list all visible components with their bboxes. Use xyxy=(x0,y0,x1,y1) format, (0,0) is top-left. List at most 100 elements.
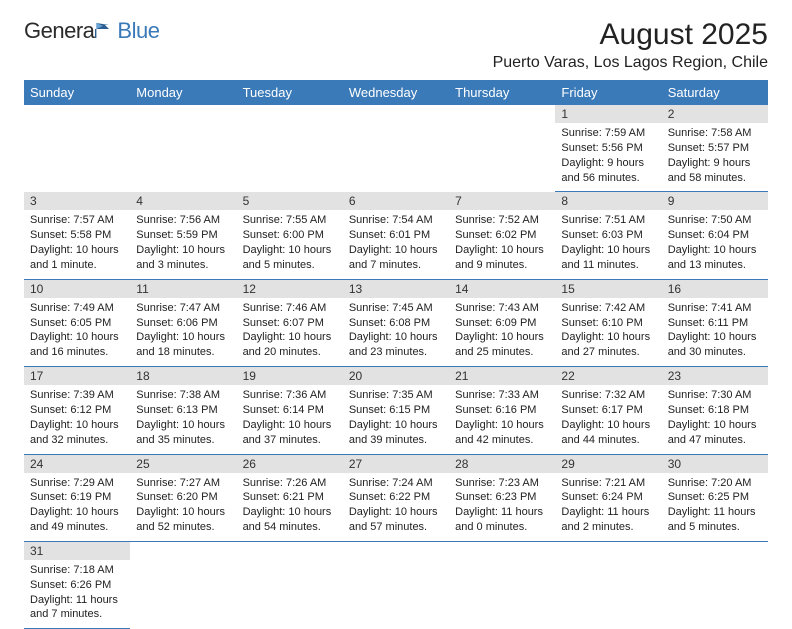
day-detail-cell: Sunrise: 7:45 AMSunset: 6:08 PMDaylight:… xyxy=(343,298,449,367)
daylight-text: Daylight: 11 hours and 7 minutes. xyxy=(30,593,124,623)
day-number-cell: 10 xyxy=(24,279,130,298)
sunrise-text: Sunrise: 7:18 AM xyxy=(30,563,124,578)
detail-row: Sunrise: 7:59 AMSunset: 5:56 PMDaylight:… xyxy=(24,123,768,192)
day-detail-cell: Sunrise: 7:43 AMSunset: 6:09 PMDaylight:… xyxy=(449,298,555,367)
day-detail-cell: Sunrise: 7:30 AMSunset: 6:18 PMDaylight:… xyxy=(662,385,768,454)
sunset-text: Sunset: 6:03 PM xyxy=(561,228,655,243)
day-number-cell: 5 xyxy=(237,192,343,211)
day-number-cell: 22 xyxy=(555,367,661,386)
sunrise-text: Sunrise: 7:33 AM xyxy=(455,388,549,403)
sunrise-text: Sunrise: 7:57 AM xyxy=(30,213,124,228)
sunrise-text: Sunrise: 7:52 AM xyxy=(455,213,549,228)
daylight-text: Daylight: 10 hours and 30 minutes. xyxy=(668,330,762,360)
day-number-cell: 16 xyxy=(662,279,768,298)
daylight-text: Daylight: 10 hours and 47 minutes. xyxy=(668,418,762,448)
sunrise-text: Sunrise: 7:23 AM xyxy=(455,476,549,491)
sunset-text: Sunset: 6:19 PM xyxy=(30,490,124,505)
sunrise-text: Sunrise: 7:56 AM xyxy=(136,213,230,228)
day-detail-cell: Sunrise: 7:47 AMSunset: 6:06 PMDaylight:… xyxy=(130,298,236,367)
day-detail-cell: Sunrise: 7:59 AMSunset: 5:56 PMDaylight:… xyxy=(555,123,661,192)
day-number-cell: 15 xyxy=(555,279,661,298)
weekday-header: Wednesday xyxy=(343,80,449,105)
day-detail-cell: Sunrise: 7:57 AMSunset: 5:58 PMDaylight:… xyxy=(24,210,130,279)
day-detail-cell: Sunrise: 7:24 AMSunset: 6:22 PMDaylight:… xyxy=(343,473,449,542)
sunrise-text: Sunrise: 7:27 AM xyxy=(136,476,230,491)
day-detail-cell: Sunrise: 7:23 AMSunset: 6:23 PMDaylight:… xyxy=(449,473,555,542)
weekday-header-row: Sunday Monday Tuesday Wednesday Thursday… xyxy=(24,80,768,105)
weekday-header: Tuesday xyxy=(237,80,343,105)
day-number-cell: 2 xyxy=(662,105,768,123)
daylight-text: Daylight: 10 hours and 32 minutes. xyxy=(30,418,124,448)
daynum-row: 3456789 xyxy=(24,192,768,211)
daylight-text: Daylight: 9 hours and 58 minutes. xyxy=(668,156,762,186)
day-detail-cell xyxy=(555,560,661,629)
daylight-text: Daylight: 10 hours and 25 minutes. xyxy=(455,330,549,360)
day-number-cell: 11 xyxy=(130,279,236,298)
daylight-text: Daylight: 10 hours and 3 minutes. xyxy=(136,243,230,273)
day-number-cell xyxy=(662,541,768,560)
daylight-text: Daylight: 10 hours and 9 minutes. xyxy=(455,243,549,273)
sunset-text: Sunset: 6:06 PM xyxy=(136,316,230,331)
day-number-cell: 19 xyxy=(237,367,343,386)
day-number-cell: 21 xyxy=(449,367,555,386)
day-number-cell: 18 xyxy=(130,367,236,386)
day-number-cell: 1 xyxy=(555,105,661,123)
header: Genera Blue August 2025 Puerto Varas, Lo… xyxy=(24,18,768,72)
sunset-text: Sunset: 6:02 PM xyxy=(455,228,549,243)
sunset-text: Sunset: 6:18 PM xyxy=(668,403,762,418)
day-detail-cell xyxy=(662,560,768,629)
calendar-body: 12Sunrise: 7:59 AMSunset: 5:56 PMDayligh… xyxy=(24,105,768,629)
daylight-text: Daylight: 10 hours and 44 minutes. xyxy=(561,418,655,448)
weekday-header: Friday xyxy=(555,80,661,105)
sunset-text: Sunset: 6:17 PM xyxy=(561,403,655,418)
sunrise-text: Sunrise: 7:46 AM xyxy=(243,301,337,316)
day-detail-cell: Sunrise: 7:26 AMSunset: 6:21 PMDaylight:… xyxy=(237,473,343,542)
day-number-cell: 27 xyxy=(343,454,449,473)
day-detail-cell xyxy=(130,560,236,629)
daylight-text: Daylight: 10 hours and 20 minutes. xyxy=(243,330,337,360)
daylight-text: Daylight: 10 hours and 18 minutes. xyxy=(136,330,230,360)
day-detail-cell: Sunrise: 7:52 AMSunset: 6:02 PMDaylight:… xyxy=(449,210,555,279)
sunrise-text: Sunrise: 7:39 AM xyxy=(30,388,124,403)
day-number-cell: 8 xyxy=(555,192,661,211)
daylight-text: Daylight: 10 hours and 13 minutes. xyxy=(668,243,762,273)
sunrise-text: Sunrise: 7:59 AM xyxy=(561,126,655,141)
day-number-cell xyxy=(449,541,555,560)
sunrise-text: Sunrise: 7:21 AM xyxy=(561,476,655,491)
sunrise-text: Sunrise: 7:42 AM xyxy=(561,301,655,316)
sunset-text: Sunset: 6:11 PM xyxy=(668,316,762,331)
day-number-cell: 13 xyxy=(343,279,449,298)
daylight-text: Daylight: 9 hours and 56 minutes. xyxy=(561,156,655,186)
day-detail-cell: Sunrise: 7:33 AMSunset: 6:16 PMDaylight:… xyxy=(449,385,555,454)
month-title: August 2025 xyxy=(493,18,768,52)
title-block: August 2025 Puerto Varas, Los Lagos Regi… xyxy=(493,18,768,72)
day-detail-cell: Sunrise: 7:32 AMSunset: 6:17 PMDaylight:… xyxy=(555,385,661,454)
sunrise-text: Sunrise: 7:36 AM xyxy=(243,388,337,403)
sunset-text: Sunset: 6:23 PM xyxy=(455,490,549,505)
sunset-text: Sunset: 6:15 PM xyxy=(349,403,443,418)
day-detail-cell: Sunrise: 7:18 AMSunset: 6:26 PMDaylight:… xyxy=(24,560,130,629)
sunset-text: Sunset: 6:20 PM xyxy=(136,490,230,505)
daynum-row: 17181920212223 xyxy=(24,367,768,386)
detail-row: Sunrise: 7:49 AMSunset: 6:05 PMDaylight:… xyxy=(24,298,768,367)
day-number-cell: 12 xyxy=(237,279,343,298)
daylight-text: Daylight: 10 hours and 49 minutes. xyxy=(30,505,124,535)
sunset-text: Sunset: 6:10 PM xyxy=(561,316,655,331)
detail-row: Sunrise: 7:57 AMSunset: 5:58 PMDaylight:… xyxy=(24,210,768,279)
sunrise-text: Sunrise: 7:38 AM xyxy=(136,388,230,403)
day-detail-cell: Sunrise: 7:50 AMSunset: 6:04 PMDaylight:… xyxy=(662,210,768,279)
day-detail-cell: Sunrise: 7:54 AMSunset: 6:01 PMDaylight:… xyxy=(343,210,449,279)
detail-row: Sunrise: 7:29 AMSunset: 6:19 PMDaylight:… xyxy=(24,473,768,542)
sunset-text: Sunset: 5:58 PM xyxy=(30,228,124,243)
day-number-cell xyxy=(237,541,343,560)
sunrise-text: Sunrise: 7:58 AM xyxy=(668,126,762,141)
sunset-text: Sunset: 6:12 PM xyxy=(30,403,124,418)
sunset-text: Sunset: 6:09 PM xyxy=(455,316,549,331)
day-number-cell xyxy=(237,105,343,123)
detail-row: Sunrise: 7:39 AMSunset: 6:12 PMDaylight:… xyxy=(24,385,768,454)
day-number-cell xyxy=(555,541,661,560)
daylight-text: Daylight: 10 hours and 1 minute. xyxy=(30,243,124,273)
day-detail-cell: Sunrise: 7:20 AMSunset: 6:25 PMDaylight:… xyxy=(662,473,768,542)
daynum-row: 12 xyxy=(24,105,768,123)
sunrise-text: Sunrise: 7:51 AM xyxy=(561,213,655,228)
